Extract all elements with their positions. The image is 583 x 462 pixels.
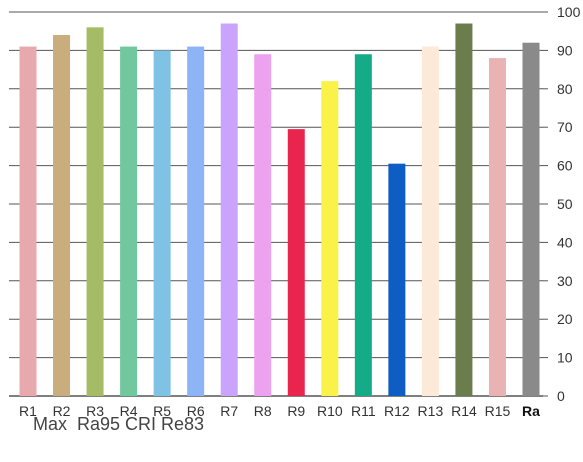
xtick-label-r5: R5: [153, 403, 171, 419]
ytick-label-70: 70: [557, 119, 573, 135]
bar-ra: [522, 42, 540, 396]
ytick-label-40: 40: [557, 234, 573, 250]
xtick-label-r13: R13: [418, 403, 444, 419]
bar-r12: [388, 163, 406, 396]
bar-r4: [120, 46, 138, 397]
bar-r7: [220, 23, 238, 397]
bar-r6: [187, 46, 205, 397]
ytick-label-90: 90: [557, 42, 573, 58]
xtick-label-r7: R7: [220, 403, 238, 419]
xtick-label-ra: Ra: [522, 403, 540, 419]
xtick-label-r1: R1: [19, 403, 37, 419]
bar-r10: [321, 81, 339, 397]
xtick-label-r6: R6: [187, 403, 205, 419]
ytick-label-20: 20: [557, 311, 573, 327]
bars: [19, 23, 540, 397]
xtick-label-r2: R2: [53, 403, 71, 419]
xtick-label-r9: R9: [287, 403, 305, 419]
bar-r15: [488, 58, 506, 396]
xtick-label-r8: R8: [254, 403, 272, 419]
xtick-label-r12: R12: [384, 403, 410, 419]
chart-caption: Max Ra95 CRI Re83: [33, 414, 205, 434]
ytick-label-10: 10: [557, 350, 573, 366]
xtick-label-r4: R4: [120, 403, 138, 419]
bar-r13: [421, 46, 439, 397]
bar-r11: [354, 54, 372, 397]
bar-r3: [86, 27, 104, 397]
y-tick-labels: 0 10 20 30 40 50 60 70 80 90 100: [557, 4, 581, 404]
bar-r5: [153, 50, 171, 397]
xtick-label-r15: R15: [485, 403, 511, 419]
bar-r14: [455, 23, 473, 397]
bar-r8: [254, 54, 272, 397]
ytick-label-80: 80: [557, 81, 573, 97]
ytick-label-100: 100: [557, 4, 581, 20]
xtick-label-r11: R11: [351, 403, 376, 419]
ytick-label-50: 50: [557, 196, 573, 212]
xtick-label-r10: R10: [317, 403, 343, 419]
bar-r2: [53, 35, 71, 396]
bar-r1: [19, 46, 37, 397]
bar-r9: [287, 129, 305, 396]
xtick-label-r3: R3: [86, 403, 104, 419]
xtick-label-r14: R14: [451, 403, 477, 419]
x-tick-labels: R1 R2 R3 R4 R5 R6 R7 R8 R9 R10 R11 R12 R13 R14 R15 Ra: [19, 403, 540, 419]
ytick-label-30: 30: [557, 273, 573, 289]
ytick-label-0: 0: [557, 388, 565, 404]
ytick-label-60: 60: [557, 158, 573, 174]
